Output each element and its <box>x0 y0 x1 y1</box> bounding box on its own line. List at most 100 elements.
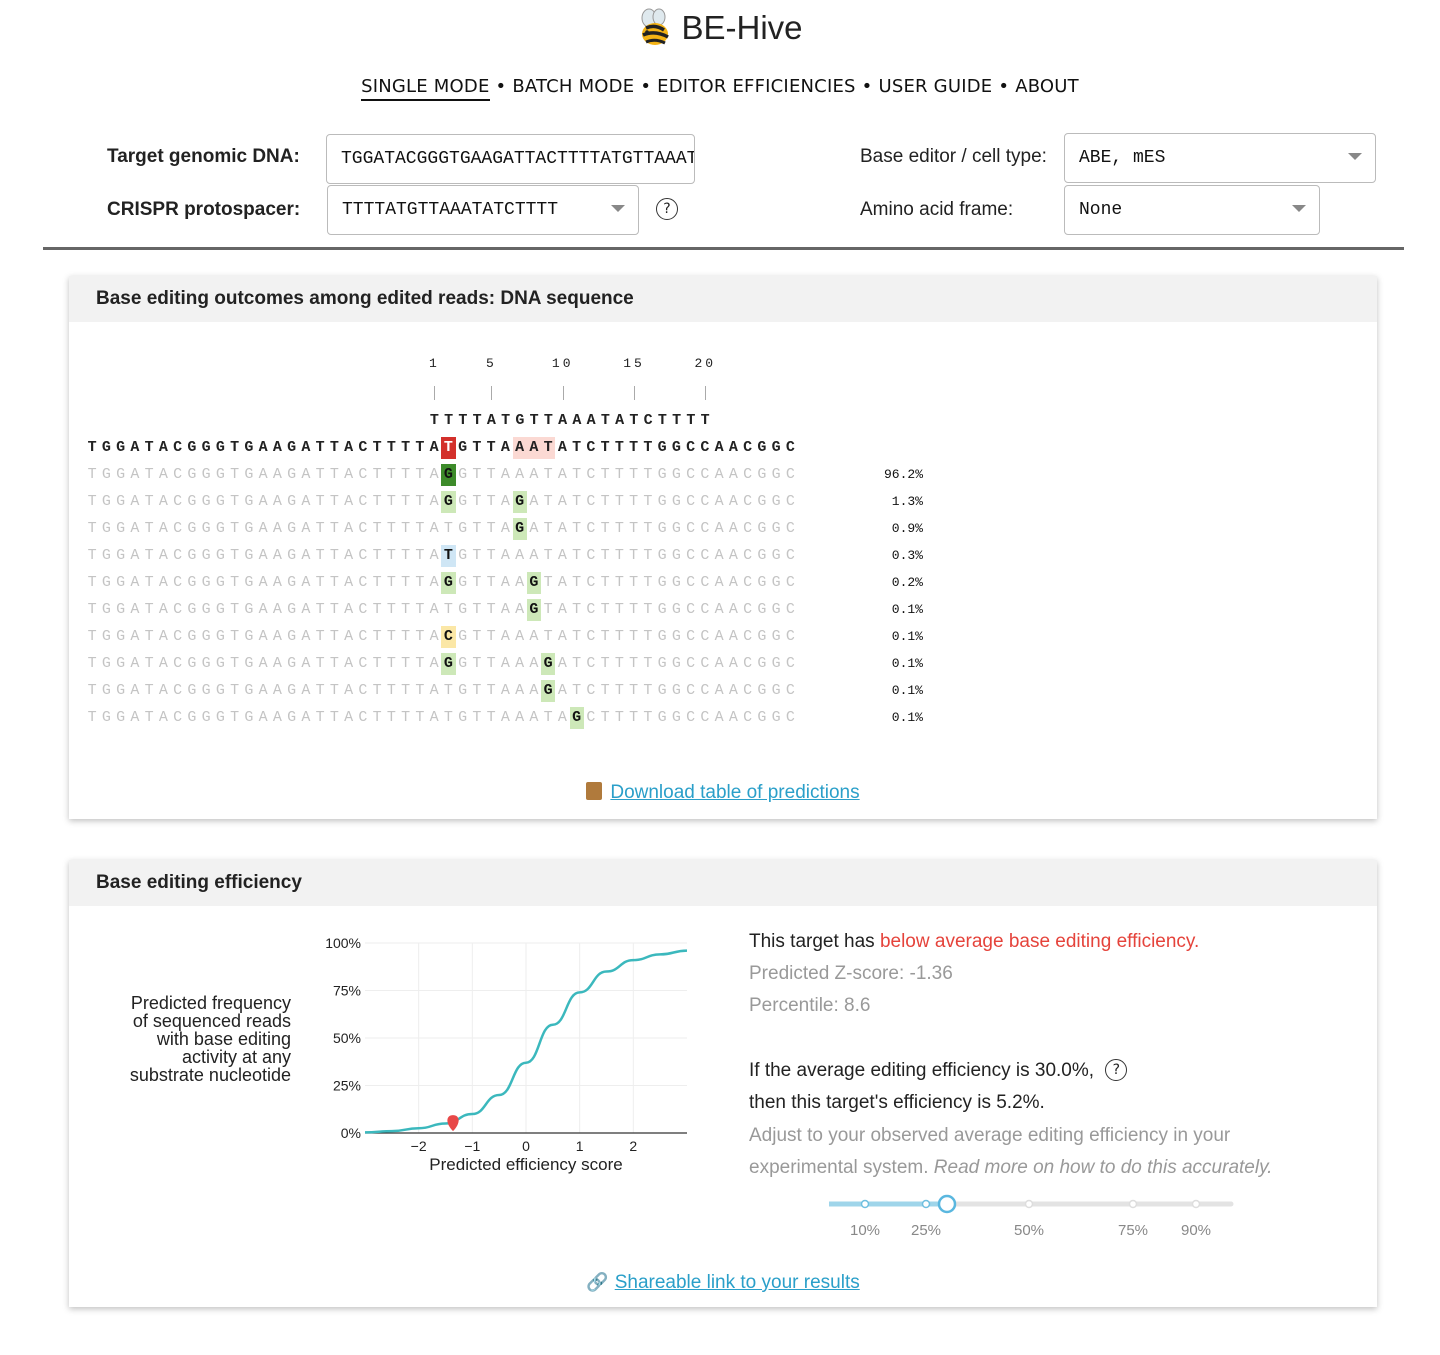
base: A <box>272 682 282 699</box>
base: A <box>258 682 268 699</box>
base: T <box>230 628 240 645</box>
base: A <box>258 601 268 618</box>
base: C <box>358 520 368 537</box>
base: T <box>486 493 496 510</box>
base: T <box>372 439 382 456</box>
help-icon[interactable]: ? <box>656 198 678 220</box>
base: A <box>586 412 596 429</box>
base: T <box>230 520 240 537</box>
base: G <box>458 466 468 483</box>
nav-batch-mode[interactable]: BATCH MODE <box>512 76 635 97</box>
slider-stop <box>860 1199 870 1209</box>
base: T <box>572 439 582 456</box>
base: T <box>486 574 496 591</box>
base: C <box>700 493 710 510</box>
base: T <box>700 412 710 429</box>
nav-about[interactable]: ABOUT <box>1015 76 1079 97</box>
base: G <box>458 520 468 537</box>
base: T <box>572 601 582 618</box>
base: A <box>272 520 282 537</box>
base: G <box>101 439 111 456</box>
base: T <box>643 547 653 564</box>
slider-stop-label: 50% <box>1013 1222 1045 1239</box>
base: G <box>771 601 781 618</box>
slider-handle[interactable] <box>937 1194 957 1214</box>
base: T <box>315 547 325 564</box>
base: G <box>215 466 225 483</box>
base: T <box>486 628 496 645</box>
position-tick <box>634 386 635 400</box>
base: C <box>173 574 183 591</box>
base: T <box>386 709 396 726</box>
base: C <box>173 520 183 537</box>
editor-select[interactable]: ABE, mES <box>1064 133 1376 183</box>
base: T <box>629 709 639 726</box>
base: T <box>230 682 240 699</box>
zscore-text: Predicted Z-score: -1.36 <box>749 963 953 984</box>
base: A <box>272 547 282 564</box>
base: G <box>101 709 111 726</box>
base: T <box>401 466 411 483</box>
efficiency-slider[interactable] <box>829 1192 1249 1216</box>
y-tick-label: 0% <box>341 1125 361 1141</box>
base: T <box>372 709 382 726</box>
base: T <box>87 574 97 591</box>
base: A <box>158 655 168 672</box>
base: T <box>643 574 653 591</box>
base: C <box>441 626 456 648</box>
read-more-link[interactable]: Read more on how to do this accurately. <box>933 1157 1273 1178</box>
outcome-percent: 96.2% <box>883 467 923 482</box>
base: T <box>329 520 339 537</box>
base: T <box>415 520 425 537</box>
base: G <box>101 520 111 537</box>
base: T <box>472 655 482 672</box>
base: T <box>401 574 411 591</box>
nav-editor-efficiencies[interactable]: EDITOR EFFICIENCIES <box>657 76 856 97</box>
position-tick <box>705 386 707 400</box>
base: A <box>429 493 439 510</box>
base: C <box>358 682 368 699</box>
protospacer-select[interactable]: TTTTATGTTAAATATCTTTT <box>327 185 639 235</box>
base: A <box>515 466 525 483</box>
base: T <box>543 547 553 564</box>
base: C <box>586 655 596 672</box>
base: T <box>600 709 610 726</box>
base: G <box>187 628 197 645</box>
base: G <box>671 628 681 645</box>
base: A <box>714 655 724 672</box>
bee-icon <box>641 8 670 45</box>
base: T <box>329 439 339 456</box>
base: G <box>201 574 211 591</box>
base: T <box>230 466 240 483</box>
help-icon[interactable]: ? <box>1105 1059 1128 1081</box>
nav-single-mode[interactable]: SINGLE MODE <box>361 76 490 101</box>
base: C <box>686 493 696 510</box>
base: G <box>101 601 111 618</box>
target-dna-input[interactable]: TGGATACGGGTGAAGATTACTTTTATGTTAAATATCTTTT… <box>326 134 695 184</box>
y-axis-label-line: activity at any <box>181 1047 291 1067</box>
base: A <box>130 547 140 564</box>
share-link[interactable]: Shareable link to your results <box>614 1272 860 1293</box>
base: T <box>401 682 411 699</box>
position-label: 5 <box>485 356 497 371</box>
slider-stop-label: 10% <box>849 1222 881 1239</box>
base: G <box>215 682 225 699</box>
base: T <box>643 493 653 510</box>
base: G <box>526 572 541 594</box>
download-link[interactable]: Download table of predictions <box>610 782 860 803</box>
base: T <box>486 466 496 483</box>
base: A <box>258 574 268 591</box>
outcomes-title: Base editing outcomes among edited reads… <box>69 276 1377 322</box>
position-tick <box>434 386 436 400</box>
nav-user-guide[interactable]: USER GUIDE <box>878 76 993 97</box>
frame-select[interactable]: None <box>1064 185 1320 235</box>
base: A <box>272 628 282 645</box>
base: A <box>529 466 539 483</box>
y-axis-label-line: Predicted frequency <box>130 993 291 1013</box>
base: C <box>700 547 710 564</box>
base: T <box>87 655 97 672</box>
base: A <box>130 439 140 456</box>
base: T <box>629 628 639 645</box>
base: T <box>572 466 582 483</box>
base: A <box>500 601 510 618</box>
